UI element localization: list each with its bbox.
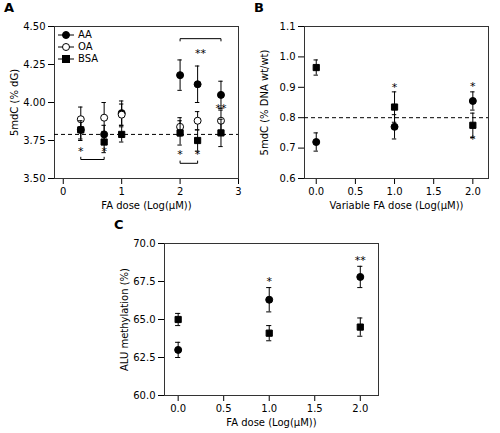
svg-text:1.1: 1.1 [280,21,296,32]
svg-text:4.00: 4.00 [23,97,45,108]
svg-text:0: 0 [60,186,66,197]
svg-text:60.0: 60.0 [133,390,155,401]
html-text:AA: AA [78,29,92,40]
svg-text:*: * [195,148,201,161]
svg-text:1.0: 1.0 [387,186,403,197]
html-text:B: B [254,0,264,15]
svg-text:2.0: 2.0 [465,186,481,197]
svg-text:2.0: 2.0 [352,403,368,414]
svg-text:**: ** [355,254,367,267]
svg-text:3.50: 3.50 [23,173,45,184]
svg-text:4.50: 4.50 [23,21,45,32]
svg-text:1.5: 1.5 [426,186,442,197]
svg-text:67.5: 67.5 [133,276,155,287]
svg-text:3: 3 [235,186,241,197]
svg-text:3.75: 3.75 [23,135,45,146]
svg-text:1.0: 1.0 [261,403,277,414]
svg-text:0.7: 0.7 [280,142,296,153]
svg-text:*: * [78,145,84,158]
svg-text:ALU methylation (%): ALU methylation (%) [119,268,130,371]
svg-text:0.0: 0.0 [170,403,186,414]
svg-text:65.0: 65.0 [133,314,155,325]
svg-text:5mdC (% dG): 5mdC (% dG) [9,69,20,136]
svg-text:FA dose (Log(μM)): FA dose (Log(μM)) [226,417,316,428]
svg-text:*: * [470,133,476,146]
html-text:BSA: BSA [78,53,99,64]
html-text:A: A [4,0,15,15]
svg-text:*: * [177,148,183,161]
svg-text:Variable FA dose (Log(μM)): Variable FA dose (Log(μM)) [330,200,464,211]
svg-text:*: * [101,145,107,158]
svg-text:*: * [266,275,272,288]
svg-text:2: 2 [177,186,183,197]
svg-text:1: 1 [118,186,124,197]
svg-text:*: * [470,80,476,93]
svg-text:*: * [392,81,398,94]
svg-text:0.8: 0.8 [280,112,296,123]
svg-text:1.5: 1.5 [307,403,323,414]
svg-text:62.5: 62.5 [133,352,155,363]
svg-text:0.5: 0.5 [216,403,232,414]
svg-text:**: ** [195,47,207,60]
svg-text:5mdC (% DNA wt/wt): 5mdC (% DNA wt/wt) [259,49,270,155]
svg-text:70.0: 70.0 [133,238,155,249]
svg-text:0.5: 0.5 [347,186,363,197]
svg-text:0.6: 0.6 [280,173,296,184]
html-text:OA: OA [78,41,93,52]
svg-text:0.9: 0.9 [280,82,296,93]
svg-text:4.25: 4.25 [23,59,45,70]
svg-text:1.0: 1.0 [280,51,296,62]
svg-text:0.0: 0.0 [308,186,324,197]
svg-text:**: ** [215,102,227,115]
html-text:C: C [114,217,124,232]
svg-text:FA dose (Log(μM)): FA dose (Log(μM)) [101,200,191,211]
